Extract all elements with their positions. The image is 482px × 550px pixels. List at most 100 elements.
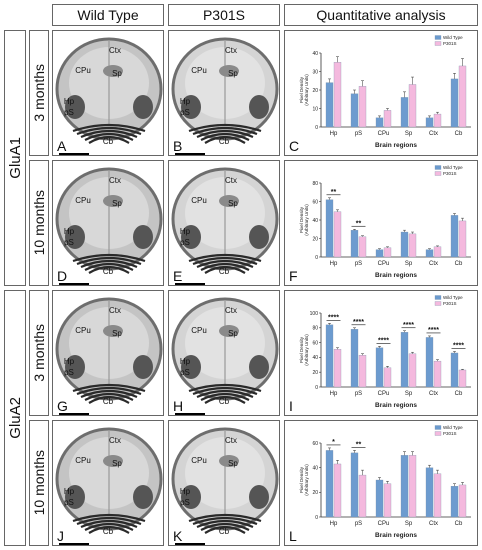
septum-region bbox=[219, 65, 239, 77]
bar-p301s-sp bbox=[408, 233, 417, 258]
cerebellum-fold bbox=[72, 513, 146, 523]
region-label-ctx: Ctx bbox=[109, 306, 121, 315]
image-panel-d: Ctx CPu Sp Hp pS Cb D bbox=[52, 160, 164, 286]
significance-label: ** bbox=[331, 189, 337, 196]
legend-swatch-p301s bbox=[434, 41, 442, 46]
chart-panel-l: 0 20 40 60 Pixel Density (Arbitrary Units) Hp p… bbox=[284, 420, 478, 546]
significance-label: **** bbox=[453, 342, 464, 349]
cerebellum-fold bbox=[188, 123, 262, 133]
significance-label: **** bbox=[403, 322, 414, 329]
region-label-hp: Hp bbox=[64, 357, 75, 366]
scale-bar bbox=[175, 543, 205, 545]
cerebellum-fold bbox=[84, 262, 134, 271]
cerebellum-fold bbox=[76, 126, 142, 136]
panel-letter-l: L bbox=[289, 528, 297, 544]
y-axis-label-line: Pixel Density bbox=[299, 466, 304, 493]
panel-letter-g: G bbox=[57, 398, 68, 414]
header-p301s: P301S bbox=[168, 4, 280, 26]
bar-wild-type-cpu bbox=[375, 117, 384, 128]
region-label-cb: Cb bbox=[103, 137, 114, 146]
bar-wild-type-hp bbox=[325, 324, 334, 388]
x-tick-label-sp: Sp bbox=[405, 521, 413, 527]
y-tick-label: 80 bbox=[312, 326, 318, 332]
x-tick-label-hp: Hp bbox=[330, 131, 338, 137]
region-label-sp: Sp bbox=[228, 329, 238, 338]
scale-bar bbox=[59, 413, 89, 415]
cerebellum-fold bbox=[200, 392, 250, 401]
image-panel-b: Ctx CPu Sp Hp pS Cb B bbox=[168, 30, 280, 156]
x-tick-label-ctx: Ctx bbox=[429, 521, 438, 527]
legend-label-p301s: P301S bbox=[443, 171, 457, 176]
region-label-cb: Cb bbox=[219, 397, 230, 406]
region-label-ps: pS bbox=[64, 498, 74, 507]
region-label-ps: pS bbox=[64, 108, 74, 117]
significance-label: **** bbox=[353, 319, 364, 326]
hippocampus-right bbox=[249, 95, 269, 119]
cerebellum-fold bbox=[204, 265, 246, 274]
y-tick-label: 60 bbox=[312, 340, 318, 346]
x-axis-title: Brain regions bbox=[375, 532, 417, 539]
legend-swatch-wild-type bbox=[434, 425, 442, 430]
scale-bar bbox=[175, 153, 205, 155]
brain-section-e bbox=[171, 167, 279, 274]
age-text-row4: 10 months bbox=[31, 450, 47, 516]
y-axis-label-line: (Arbitrary Units) bbox=[304, 74, 309, 106]
bar-wild-type-cb bbox=[450, 78, 459, 128]
bar-wild-type-sp bbox=[400, 332, 409, 388]
legend-swatch-p301s bbox=[434, 301, 442, 306]
region-label-ctx: Ctx bbox=[109, 436, 121, 445]
y-tick-label: 10 bbox=[312, 106, 318, 112]
age-text-row1: 3 months bbox=[31, 64, 47, 122]
scale-bar bbox=[59, 153, 89, 155]
cerebellum-fold bbox=[200, 262, 250, 271]
legend-label-wild-type: Wild Type bbox=[443, 425, 463, 430]
bar-wild-type-cpu bbox=[375, 479, 384, 518]
y-tick-label: 20 bbox=[312, 490, 318, 496]
cerebellum-fold bbox=[192, 126, 258, 136]
y-tick-label: 0 bbox=[315, 125, 318, 131]
cerebellum-fold bbox=[88, 265, 130, 274]
cerebellum-fold bbox=[204, 395, 246, 404]
region-label-cpu: CPu bbox=[75, 456, 91, 465]
cerebellum-fold bbox=[196, 389, 254, 399]
region-label-sp: Sp bbox=[228, 199, 238, 208]
cerebellum-fold bbox=[72, 383, 146, 393]
age-label-row2: 10 months bbox=[29, 160, 49, 286]
age-text-row3: 3 months bbox=[31, 324, 47, 382]
x-tick-label-ps: pS bbox=[355, 521, 362, 527]
x-tick-label-cpu: CPu bbox=[378, 261, 390, 267]
brain-image-k: Ctx CPu Sp Hp pS Cb K bbox=[171, 427, 279, 545]
hippocampus-left bbox=[181, 355, 201, 379]
region-label-cb: Cb bbox=[219, 527, 230, 536]
y-axis-title: Pixel Density (Arbitrary Units) bbox=[299, 74, 309, 106]
cerebellum-fold bbox=[88, 135, 130, 144]
image-panel-k: Ctx CPu Sp Hp pS Cb K bbox=[168, 420, 280, 546]
septum-region bbox=[219, 325, 239, 337]
cerebellum-fold bbox=[196, 519, 254, 529]
bar-p301s-ctx bbox=[433, 246, 442, 258]
panel-letter-k: K bbox=[173, 528, 183, 544]
region-label-sp: Sp bbox=[112, 69, 122, 78]
significance-label: ** bbox=[356, 441, 362, 448]
region-label-ctx: Ctx bbox=[225, 306, 237, 315]
y-axis-label-line: Pixel Density bbox=[299, 206, 304, 233]
bar-chart-i: 0 20 40 60 80 100 Pixel Density (Arbitrary Unit… bbox=[289, 295, 471, 414]
header-quantitative-analysis: Quantitative analysis bbox=[284, 4, 478, 26]
cerebellum-fold bbox=[196, 129, 254, 139]
brain-section-h bbox=[171, 297, 279, 404]
region-label-hp: Hp bbox=[180, 487, 191, 496]
region-label-cb: Cb bbox=[219, 137, 230, 146]
bar-p301s-sp bbox=[408, 84, 417, 128]
legend-swatch-wild-type bbox=[434, 165, 442, 170]
y-axis-label-line: (Arbitrary Units) bbox=[304, 334, 309, 366]
image-panel-j: Ctx CPu Sp Hp pS Cb J bbox=[52, 420, 164, 546]
brain-section-b bbox=[171, 37, 279, 144]
legend-label-p301s: P301S bbox=[443, 431, 457, 436]
age-text-row2: 10 months bbox=[31, 190, 47, 256]
septum-region bbox=[103, 455, 123, 467]
y-tick-label: 40 bbox=[312, 218, 318, 224]
cerebellum-fold bbox=[192, 386, 258, 396]
cerebellum-fold bbox=[80, 129, 138, 139]
x-tick-label-sp: Sp bbox=[405, 131, 413, 137]
bar-wild-type-hp bbox=[325, 450, 334, 518]
